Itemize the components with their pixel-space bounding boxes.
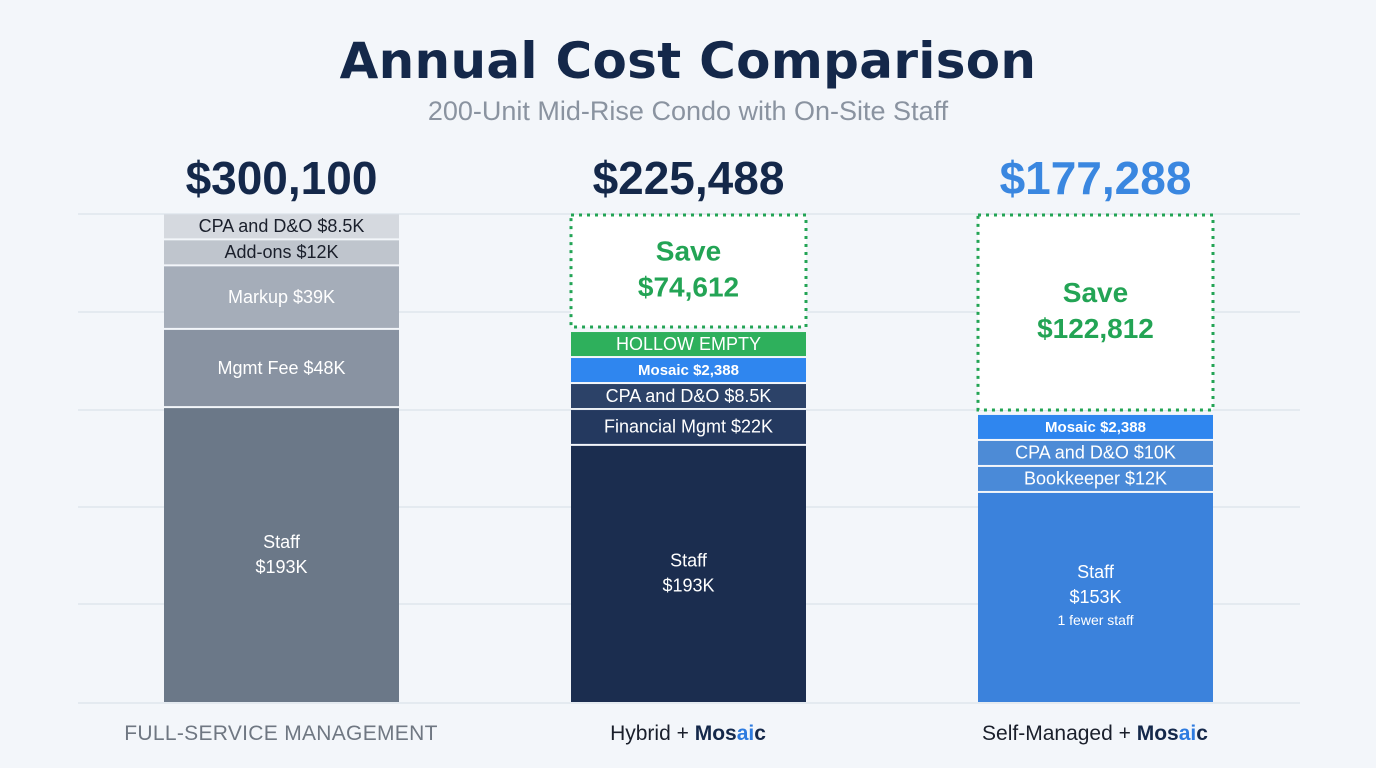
total-label: $225,488 (593, 152, 785, 204)
segment-label: CPA and D&O $8.5K (606, 386, 772, 406)
segment-label: CPA and D&O $8.5K (199, 216, 365, 236)
savings-box (569, 213, 808, 329)
segment-value-label: $193K (662, 576, 714, 596)
savings-box (976, 213, 1215, 412)
bar-segment (978, 466, 1213, 491)
bars: Staff $193K Mgmt Fee $48K Markup $39K Add-on… (164, 213, 1215, 702)
bar-segment (164, 329, 399, 407)
segment-label: Add-ons $12K (224, 242, 338, 262)
x-label-hybrid: Hybrid + Mosaic (508, 722, 868, 746)
segment-label: Bookkeeper $12K (1024, 469, 1167, 489)
chart-title: Annual Cost Comparison (339, 32, 1037, 90)
total-label: $300,100 (186, 152, 378, 204)
bar-segment (571, 410, 806, 444)
bar-segment (164, 266, 399, 328)
x-label-self-prefix: Self-Managed + (982, 722, 1137, 745)
segment-label: Mosaic $2,388 (638, 362, 739, 379)
savings-label: Save (656, 235, 721, 266)
brand-mosaic-part3: c (754, 722, 766, 745)
bar-segment (571, 445, 806, 702)
bar-stack: Staff $153K 1 fewer staff Bookkeeper $12K CP… (976, 213, 1215, 702)
savings-value: $122,812 (1037, 313, 1154, 344)
bar-segment (164, 214, 399, 239)
bar-segment (571, 358, 806, 383)
brand-mosaic-part2: ai (736, 722, 755, 745)
bar-segment (571, 384, 806, 409)
segment-label: Mgmt Fee $48K (217, 358, 345, 378)
segment-label: Staff (263, 532, 301, 552)
bar-segment (164, 408, 399, 702)
segment-label: Staff (1077, 562, 1115, 582)
x-label-full-service-text: FULL-SERVICE MANAGEMENT (124, 722, 438, 745)
brand-mosaic-part1: Mos (694, 722, 737, 745)
total-label: $177,288 (1000, 152, 1192, 204)
chart-subtitle: 200-Unit Mid-Rise Condo with On-Site Sta… (427, 96, 949, 126)
segment-value-label: $153K (1069, 587, 1121, 607)
segment-label: HOLLOW EMPTY (616, 334, 761, 354)
bar-stack: Staff $193K Financial Mgmt $22K CPA and D&O… (569, 213, 808, 702)
bar-stack: Staff $193K Mgmt Fee $48K Markup $39K Add-on… (164, 214, 399, 702)
segment-label: Staff (670, 551, 708, 571)
total-labels: $300,100 $225,488 $177,288 (186, 152, 1192, 204)
bar-segment (978, 414, 1213, 439)
segment-label: Markup $39K (228, 287, 335, 307)
bar-segment (978, 440, 1213, 465)
bar-segment (571, 332, 806, 357)
x-label-hybrid-prefix: Hybrid + (610, 722, 695, 745)
segment-label: CPA and D&O $10K (1015, 443, 1176, 463)
brand-mosaic-part3: c (1196, 722, 1208, 745)
segment-note: 1 fewer staff (1057, 612, 1133, 628)
segment-label: Mosaic $2,388 (1045, 419, 1146, 436)
bar-segment (164, 240, 399, 265)
brand-mosaic-part2: ai (1178, 722, 1197, 745)
bar-segment (978, 492, 1213, 702)
brand-mosaic-part1: Mos (1136, 722, 1179, 745)
savings-label: Save (1063, 277, 1128, 308)
x-label-full-service: FULL-SERVICE MANAGEMENT (101, 722, 461, 746)
segment-label: Financial Mgmt $22K (604, 417, 773, 437)
segment-value-label: $193K (255, 557, 307, 577)
savings-value: $74,612 (638, 271, 739, 302)
x-label-self-managed: Self-Managed + Mosaic (915, 722, 1275, 746)
